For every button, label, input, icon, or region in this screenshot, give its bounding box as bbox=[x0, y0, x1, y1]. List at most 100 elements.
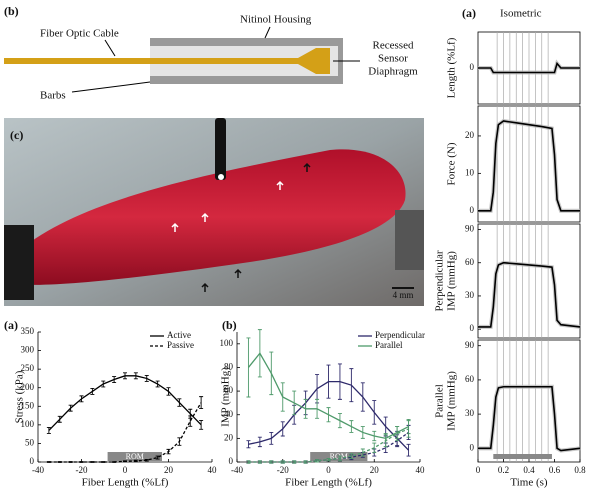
error-bar bbox=[292, 460, 297, 464]
clamp bbox=[395, 210, 424, 270]
error-bar bbox=[101, 380, 106, 388]
error-bar bbox=[349, 453, 354, 459]
y-axis-label: Parallel bbox=[434, 384, 446, 418]
x-tick-label: 0.2 bbox=[498, 465, 509, 475]
error-bar bbox=[123, 372, 127, 380]
error-bar bbox=[280, 421, 285, 437]
error-bar bbox=[123, 460, 127, 463]
error-bar bbox=[292, 390, 297, 416]
error-bar bbox=[246, 440, 251, 449]
y-tick-label: 80 bbox=[224, 362, 234, 372]
error-bar bbox=[349, 368, 354, 403]
housing-wall bbox=[150, 76, 342, 84]
y-axis-label: Length (%Lf) bbox=[446, 37, 458, 98]
y-tick-label: 300 bbox=[21, 345, 35, 355]
y-tick-label: 150 bbox=[21, 400, 35, 410]
rom-bar bbox=[107, 452, 162, 461]
y-axis-label: IMP (mmHg) bbox=[220, 367, 232, 427]
panel-label: (a) bbox=[462, 6, 476, 20]
panel-title: Isometric bbox=[500, 8, 542, 20]
y-tick-label: 50 bbox=[25, 437, 35, 447]
x-tick-label: 0.8 bbox=[574, 465, 586, 475]
y-axis-label: IMP (mmHg) bbox=[446, 251, 458, 311]
y-tick-label: 20 bbox=[224, 432, 234, 442]
chart: 0 30 60 90 0 0.2 0.4 0.6 0.8 Time (s) Parallel IMP … bbox=[434, 339, 586, 489]
chart: 0 10 20 Force (N) bbox=[446, 105, 581, 223]
error-bar bbox=[188, 415, 193, 427]
x-tick-label: 0 bbox=[326, 465, 331, 475]
error-bar bbox=[326, 407, 331, 423]
error-bar bbox=[257, 460, 262, 464]
y-tick-label: 20 bbox=[465, 130, 475, 140]
x-tick-label: -20 bbox=[76, 465, 88, 475]
y-tick-label: 0 bbox=[470, 62, 475, 72]
error-bar bbox=[155, 455, 160, 460]
error-bar bbox=[360, 382, 365, 412]
sensor-label: Recessed bbox=[373, 40, 414, 52]
error-bar bbox=[199, 396, 204, 409]
y-tick-label: 200 bbox=[21, 382, 35, 392]
y-axis-label: Perpendicular bbox=[434, 250, 446, 311]
y-tick-label: 60 bbox=[465, 257, 475, 267]
y-tick-label: 0 bbox=[470, 205, 475, 215]
housing-label: Nitinol Housing bbox=[240, 14, 312, 26]
error-bar bbox=[315, 459, 320, 463]
chart: 0 30 60 90 Perpendicular IMP (mmHg) bbox=[434, 224, 581, 339]
x-tick-label: 0.4 bbox=[523, 465, 535, 475]
error-bar bbox=[68, 461, 73, 463]
arrow bbox=[264, 26, 271, 39]
stimulus-bar bbox=[493, 454, 552, 459]
error-bar bbox=[144, 458, 149, 462]
y-tick-label: 30 bbox=[465, 290, 475, 300]
error-bar bbox=[315, 374, 320, 404]
panel-label: (b) bbox=[222, 318, 237, 332]
y-tick-label: 0 bbox=[470, 442, 475, 452]
error-bar bbox=[406, 420, 411, 438]
y-tick-label: 0 bbox=[30, 456, 35, 466]
x-axis-label: Fiber Length (%Lf) bbox=[285, 477, 372, 489]
error-bar bbox=[269, 460, 274, 464]
series-line bbox=[478, 385, 581, 452]
error-bar bbox=[144, 375, 149, 382]
error-bar bbox=[372, 400, 377, 425]
y-tick-label: 0 bbox=[229, 456, 234, 466]
barbs-label: Barbs bbox=[40, 90, 66, 102]
error-bar bbox=[372, 430, 377, 442]
error-bar bbox=[133, 372, 138, 380]
sensor-tip bbox=[298, 48, 330, 74]
error-bar bbox=[303, 460, 308, 464]
y-tick-label: 30 bbox=[465, 408, 475, 418]
error-bar bbox=[383, 416, 388, 437]
error-bar bbox=[166, 387, 171, 396]
error-bar bbox=[269, 351, 274, 396]
muscle-photo: (c) 4 mm bbox=[4, 118, 424, 306]
panel-label: (a) bbox=[4, 318, 18, 332]
error-bar bbox=[257, 436, 262, 448]
error-bar bbox=[349, 420, 354, 433]
sensor-label: Sensor bbox=[378, 53, 408, 65]
error-bar bbox=[337, 363, 342, 400]
x-tick-label: 20 bbox=[370, 465, 380, 475]
series-line bbox=[48, 375, 202, 431]
x-tick-label: -40 bbox=[231, 465, 243, 475]
error-bar bbox=[395, 426, 400, 442]
error-bar bbox=[372, 442, 377, 453]
error-bar bbox=[79, 395, 84, 403]
error-bar bbox=[337, 455, 342, 462]
error-bar bbox=[46, 427, 51, 434]
error-bar bbox=[68, 404, 73, 412]
error-bar bbox=[326, 364, 331, 399]
y-axis-label: Stress (kPa) bbox=[14, 370, 26, 423]
error-bar bbox=[57, 461, 62, 463]
error-bar bbox=[326, 458, 331, 462]
x-tick-label: 20 bbox=[164, 465, 174, 475]
clamp bbox=[4, 225, 34, 300]
x-tick-label: 40 bbox=[208, 465, 218, 475]
y-tick-label: 90 bbox=[465, 224, 475, 234]
error-bar bbox=[269, 432, 274, 445]
x-tick-label: -40 bbox=[32, 465, 44, 475]
error-bar bbox=[315, 398, 320, 419]
arrows bbox=[171, 180, 284, 232]
y-tick-label: 60 bbox=[224, 385, 234, 395]
